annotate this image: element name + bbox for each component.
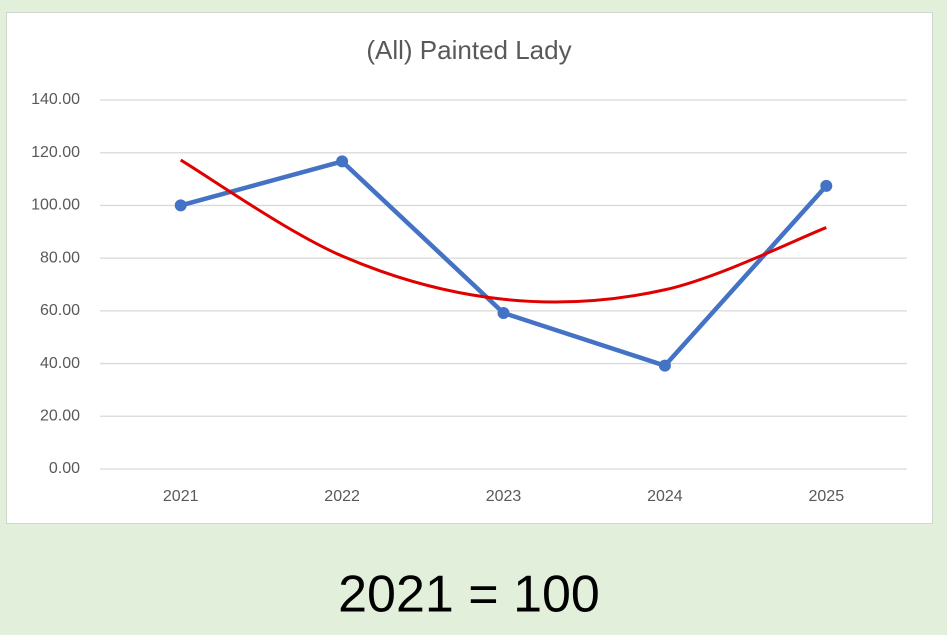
data-point [497, 306, 510, 319]
footnote: 2021 = 100 [338, 566, 600, 624]
y-tick-label: 80.00 [40, 249, 80, 266]
data-point [336, 155, 349, 168]
x-tick-label: 2022 [324, 488, 360, 505]
y-tick-label: 140.00 [31, 91, 80, 108]
x-tick-label: 2025 [809, 488, 845, 505]
y-tick-label: 0.00 [49, 460, 80, 477]
y-tick-label: 120.00 [31, 144, 80, 161]
y-tick-label: 60.00 [40, 302, 80, 319]
y-tick-label: 100.00 [31, 197, 80, 214]
data-point [174, 199, 187, 212]
chart-title: (All) Painted Lady [366, 35, 571, 65]
chart-area [6, 12, 933, 524]
data-point [658, 359, 671, 372]
y-tick-label: 20.00 [40, 408, 80, 425]
y-tick-label: 40.00 [40, 355, 80, 372]
x-tick-label: 2023 [486, 488, 522, 505]
x-tick-label: 2021 [163, 488, 199, 505]
data-point [820, 179, 833, 192]
x-tick-label: 2024 [647, 488, 683, 505]
trendline [179, 158, 827, 304]
